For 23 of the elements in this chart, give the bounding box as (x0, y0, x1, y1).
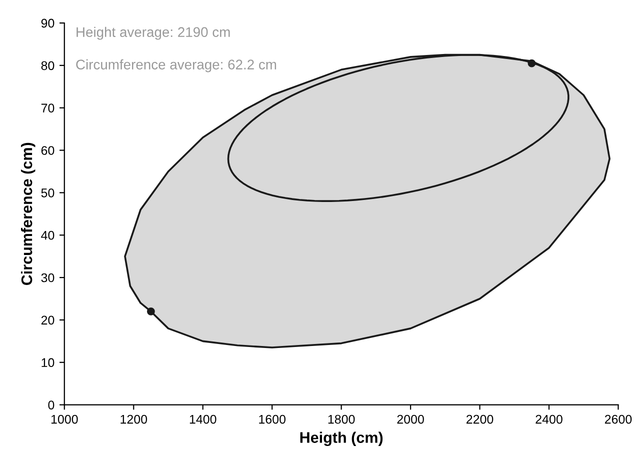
y-tick-label: 10 (42, 358, 54, 368)
y-tick-label: 60 (41, 146, 54, 155)
y-tick-label: 50 (41, 188, 54, 198)
x-tick-label: 1400 (190, 414, 216, 424)
y-tick-label: 90 (41, 18, 54, 28)
y-tick-label: 0 (48, 400, 54, 410)
y-tick-label: 30 (41, 273, 54, 282)
annotation: Height average: 2190 cm (76, 26, 230, 40)
y-tick-label: 20 (41, 316, 54, 325)
x-tick-label: 1800 (328, 414, 355, 424)
x-tick-label: 1000 (51, 414, 78, 424)
y-tick-label: 40 (41, 230, 54, 240)
x-tick-label: 1200 (120, 414, 148, 424)
x-tick-label: 1600 (259, 414, 286, 424)
y-axis-title: Circumference (cm) (20, 142, 36, 286)
y-tick-label: 80 (41, 61, 54, 70)
x-tick-label: 2000 (397, 414, 424, 424)
x-tick-label: 2600 (604, 414, 632, 424)
x-tick-label: 2400 (536, 414, 562, 424)
x-axis-title: Heigth (cm) (300, 432, 383, 446)
annotation: Circumference average: 62.2 cm (76, 59, 276, 72)
x-tick-label: 2200 (466, 414, 494, 424)
y-tick-label: 70 (41, 104, 54, 112)
